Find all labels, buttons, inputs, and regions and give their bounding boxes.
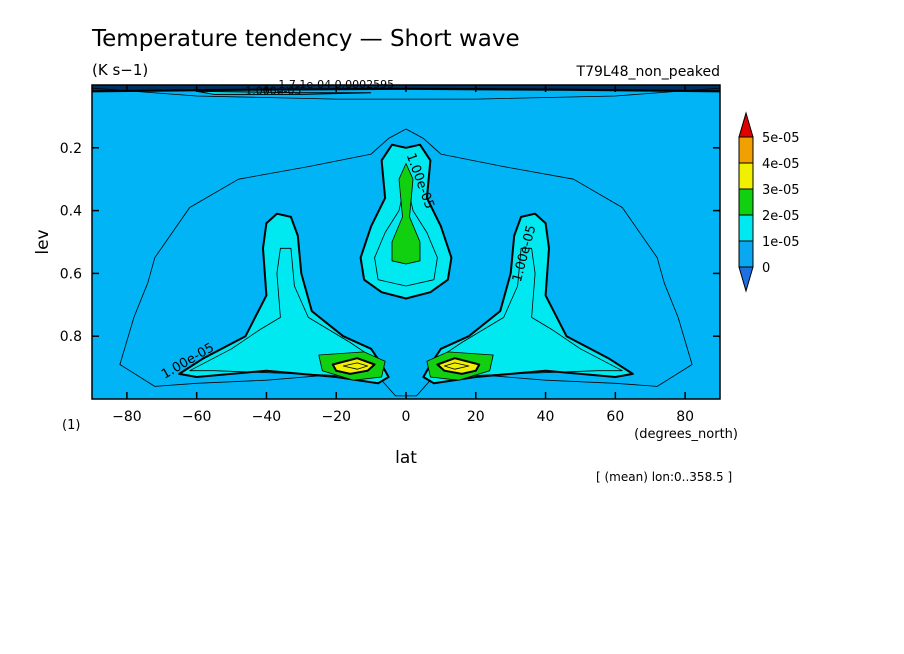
contour-3.5e-05 (342, 362, 368, 370)
colorbar-box (738, 214, 754, 242)
x-units-label: (degrees_north) (634, 427, 738, 442)
y-axis-label: lev (33, 229, 53, 254)
y-tick-label: 0.4 (60, 204, 82, 220)
colorbar-arrow-bottom (738, 266, 754, 293)
axes: −80 −60 −40 −20 0 20 40 60 80 0.2 0.4 0.6 0.8 (60, 85, 720, 425)
contour-label: 1.000e-05 (245, 84, 301, 97)
colorbar-label: 0 (762, 261, 770, 276)
contour-1e-05 (178, 212, 390, 385)
colorbar-label: 5e-05 (762, 131, 800, 146)
y-tick-label: 0.6 (60, 266, 82, 282)
x-axis-label: lat (395, 448, 417, 468)
contour-label: 1.7.1e-04 0.0002595 (278, 78, 394, 91)
contour-1.5e-05 (374, 178, 438, 287)
x-tick-label: −20 (321, 409, 351, 425)
contour-1.5e-05 (433, 247, 623, 378)
colorbar-label: 3e-05 (762, 183, 800, 198)
chart-title: Temperature tendency — Short wave (91, 26, 520, 52)
contour-2e-05 (391, 163, 421, 265)
run-label: T79L48_non_peaked (576, 64, 720, 80)
contour-3e-05 (436, 357, 481, 375)
contour-1e-05 (422, 212, 634, 385)
colorbar-label: 1e-05 (762, 235, 800, 250)
colorbar-label: 4e-05 (762, 157, 800, 172)
colorbar-box (738, 240, 754, 268)
x-tick-label: 60 (606, 409, 624, 425)
colorbar-box (738, 136, 754, 164)
units-label: (K s−1) (92, 61, 148, 79)
top-band-patch (196, 90, 372, 95)
contour-3e-05 (331, 357, 376, 375)
colorbar-arrow-top (738, 111, 754, 138)
y-tick-label: 0.2 (60, 141, 82, 157)
y-units-label: (1) (62, 418, 80, 433)
x-tick-label: −40 (252, 409, 282, 425)
colorbar: 5e-05 4e-05 3e-05 2e-05 1e-05 0 (738, 111, 800, 293)
x-tick-label: 0 (402, 409, 411, 425)
top-contour-1 (92, 87, 720, 100)
plot-area (92, 85, 720, 399)
x-tick-label: 80 (676, 409, 694, 425)
x-tick-label: −60 (182, 409, 212, 425)
mean-note: [ (mean) lon:0..358.5 ] (596, 470, 732, 484)
contour-1.5e-05 (189, 247, 379, 378)
colorbar-box (738, 188, 754, 216)
contour-3.5e-05 (444, 362, 470, 370)
x-tick-label: 20 (467, 409, 485, 425)
y-tick-label: 0.8 (60, 329, 82, 345)
x-tick-label: −80 (112, 409, 142, 425)
colorbar-box (738, 162, 754, 190)
x-tick-label: 40 (537, 409, 555, 425)
colorbar-label: 2e-05 (762, 209, 800, 224)
